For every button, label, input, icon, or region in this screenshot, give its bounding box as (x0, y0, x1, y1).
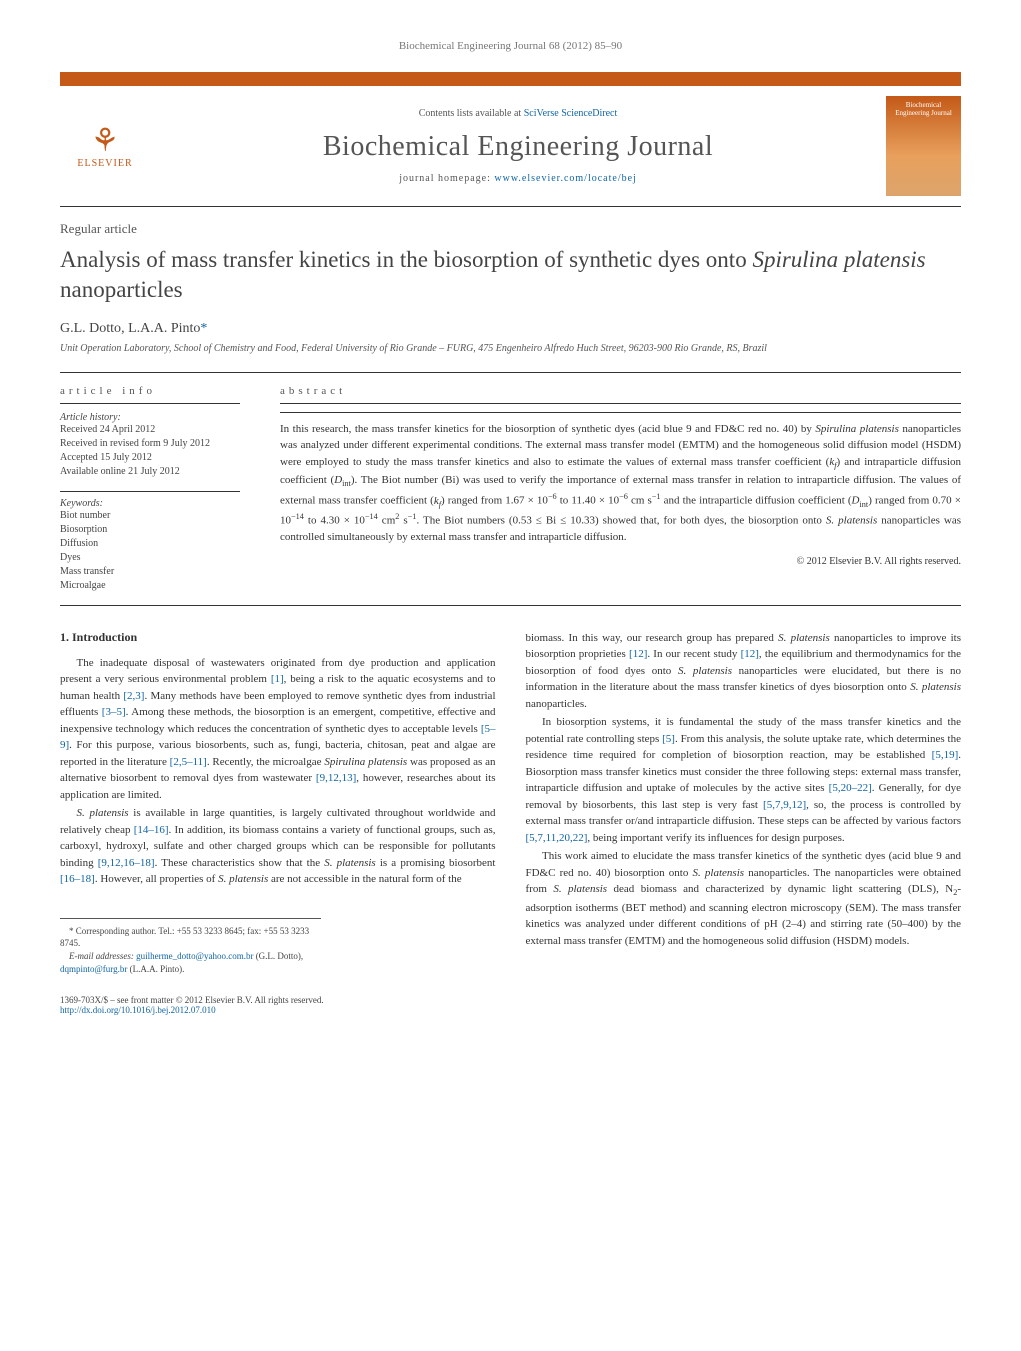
ref-link[interactable]: [2,3] (123, 690, 144, 702)
keyword: Dyes (60, 551, 240, 565)
keyword: Mass transfer (60, 565, 240, 579)
article-info-block: article info Article history: Received 2… (60, 373, 260, 605)
history-label: Article history: (60, 412, 240, 423)
email-name: (G.L. Dotto), (256, 951, 304, 961)
right-column: biomass. In this way, our research group… (526, 630, 962, 1015)
footnote-block: * Corresponding author. Tel.: +55 53 323… (60, 918, 321, 975)
history-item: Received in revised form 9 July 2012 (60, 437, 240, 451)
doi-link[interactable]: http://dx.doi.org/10.1016/j.bej.2012.07.… (60, 1005, 216, 1015)
publisher-name: ELSEVIER (77, 158, 132, 169)
body-columns: 1. Introduction The inadequate disposal … (60, 630, 961, 1015)
affiliation: Unit Operation Laboratory, School of Che… (60, 343, 961, 354)
issn-line: 1369-703X/$ – see front matter © 2012 El… (60, 995, 496, 1005)
homepage-link[interactable]: www.elsevier.com/locate/bej (494, 173, 636, 184)
section-heading-intro: 1. Introduction (60, 630, 496, 645)
journal-header-center: Contents lists available at SciVerse Sci… (160, 98, 876, 194)
author: L.A.A. Pinto (128, 321, 200, 336)
abstract-text: In this research, the mass transfer kine… (280, 412, 961, 546)
article-title: Analysis of mass transfer kinetics in th… (60, 245, 961, 305)
ref-link[interactable]: [5,20–22] (829, 782, 872, 794)
emails-label: E-mail addresses: (69, 951, 134, 961)
ref-link[interactable]: [5] (662, 733, 675, 745)
left-column: 1. Introduction The inadequate disposal … (60, 630, 496, 1015)
ref-link[interactable]: [14–16] (134, 824, 169, 836)
history-item: Available online 21 July 2012 (60, 465, 240, 479)
ref-link[interactable]: [16–18] (60, 873, 95, 885)
body-paragraph: The inadequate disposal of wastewaters o… (60, 655, 496, 804)
article-type: Regular article (60, 221, 961, 237)
ref-link[interactable]: [5,19] (932, 749, 959, 761)
body-paragraph: In biosorption systems, it is fundamenta… (526, 714, 962, 846)
contents-prefix: Contents lists available at (419, 108, 524, 119)
homepage-line: journal homepage: www.elsevier.com/locat… (160, 173, 876, 184)
author: G.L. Dotto (60, 321, 121, 336)
publisher-logo: ⚘ ELSEVIER (60, 96, 150, 196)
ref-link[interactable]: [12] (629, 648, 647, 660)
journal-header-block: ⚘ ELSEVIER Contents lists available at S… (60, 72, 961, 207)
ref-link[interactable]: [5–9] (60, 723, 496, 752)
keyword: Diffusion (60, 537, 240, 551)
ref-link[interactable]: [1] (271, 673, 284, 685)
abstract-block: abstract In this research, the mass tran… (260, 373, 961, 605)
email-link[interactable]: guilherme_dotto@yahoo.com.br (136, 951, 253, 961)
ref-link[interactable]: [9,12,13] (316, 772, 356, 784)
journal-title: Biochemical Engineering Journal (160, 131, 876, 163)
ref-link[interactable]: [12] (741, 648, 759, 660)
email-link[interactable]: dqmpinto@furg.br (60, 964, 127, 974)
ref-link[interactable]: [2,5–11] (170, 756, 207, 768)
ref-link[interactable]: [5,7,9,12] (763, 799, 806, 811)
keyword: Microalgae (60, 579, 240, 593)
article-info-heading: article info (60, 385, 240, 404)
body-paragraph: This work aimed to elucidate the mass tr… (526, 848, 962, 949)
homepage-prefix: journal homepage: (399, 173, 494, 184)
ref-link[interactable]: [3–5] (102, 706, 126, 718)
journal-cover-thumbnail: Biochemical Engineering Journal (886, 96, 961, 196)
email-footnote: E-mail addresses: guilherme_dotto@yahoo.… (60, 950, 321, 975)
sciencedirect-link[interactable]: SciVerse ScienceDirect (524, 108, 618, 119)
authors-line: G.L. Dotto, L.A.A. Pinto* (60, 321, 961, 337)
keyword: Biosorption (60, 523, 240, 537)
corresponding-footnote: * Corresponding author. Tel.: +55 53 323… (60, 925, 321, 950)
cover-title: Biochemical Engineering Journal (890, 102, 957, 117)
footer-block: 1369-703X/$ – see front matter © 2012 El… (60, 995, 496, 1015)
body-paragraph: S. platensis is available in large quant… (60, 805, 496, 888)
history-item: Received 24 April 2012 (60, 423, 240, 437)
contents-line: Contents lists available at SciVerse Sci… (160, 108, 876, 119)
keyword: Biot number (60, 509, 240, 523)
abstract-copyright: © 2012 Elsevier B.V. All rights reserved… (280, 556, 961, 567)
info-abstract-row: article info Article history: Received 2… (60, 372, 961, 606)
abstract-heading: abstract (280, 385, 961, 404)
body-paragraph: biomass. In this way, our research group… (526, 630, 962, 713)
corresponding-marker-link[interactable]: * (200, 321, 207, 336)
keywords-label: Keywords: (60, 491, 240, 509)
email-name: (L.A.A. Pinto). (130, 964, 185, 974)
ref-link[interactable]: [5,7,11,20,22] (526, 832, 588, 844)
ref-link[interactable]: [9,12,16–18] (98, 857, 155, 869)
elsevier-tree-icon: ⚘ (91, 124, 120, 156)
history-item: Accepted 15 July 2012 (60, 451, 240, 465)
running-header: Biochemical Engineering Journal 68 (2012… (60, 40, 961, 52)
